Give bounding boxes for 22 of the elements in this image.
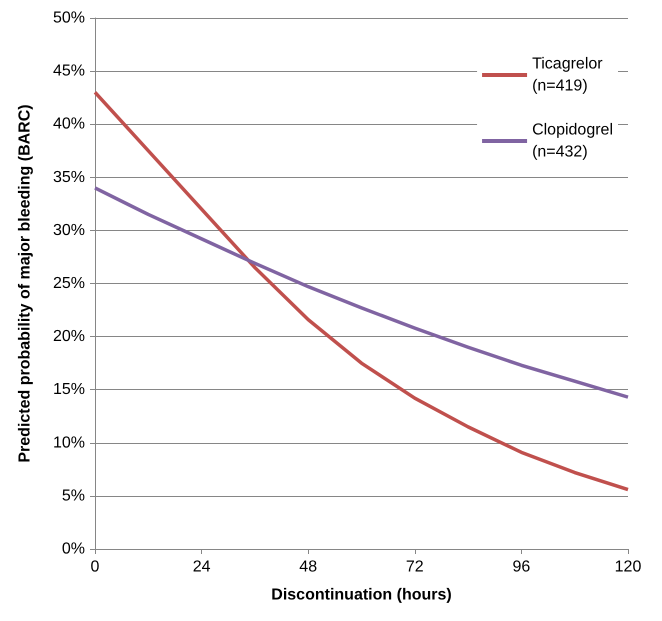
y-tick-label: 40% xyxy=(52,116,85,133)
x-axis-title: Discontinuation (hours) xyxy=(271,586,452,604)
legend-label: Ticagrelor (n=419) xyxy=(532,56,604,94)
y-tick-label: 45% xyxy=(52,62,85,80)
y-tick-label: 30% xyxy=(52,222,85,239)
y-axis-title: Predicted probability of major bleeding (BARC) xyxy=(16,104,34,463)
x-tick-label: 72 xyxy=(406,558,424,576)
y-tick-label: 5% xyxy=(62,487,85,504)
legend-label: Clopidogrel (n=432) xyxy=(532,122,613,160)
y-tick-label: 20% xyxy=(52,328,85,346)
y-tick-label: 0% xyxy=(62,540,85,558)
x-tick-label: 96 xyxy=(512,558,530,576)
x-tick-label: 24 xyxy=(192,558,211,576)
y-tick-label: 35% xyxy=(52,168,85,186)
line-series xyxy=(93,186,630,399)
y-tick-label: 15% xyxy=(52,381,85,398)
y-tick-label: 25% xyxy=(52,275,85,292)
y-tick-label: 10% xyxy=(52,434,85,452)
x-tick-label: 48 xyxy=(299,558,318,576)
x-tick-label: 120 xyxy=(614,558,642,576)
y-tick-label: 50% xyxy=(52,10,85,26)
x-tick-label: 0 xyxy=(90,558,100,576)
